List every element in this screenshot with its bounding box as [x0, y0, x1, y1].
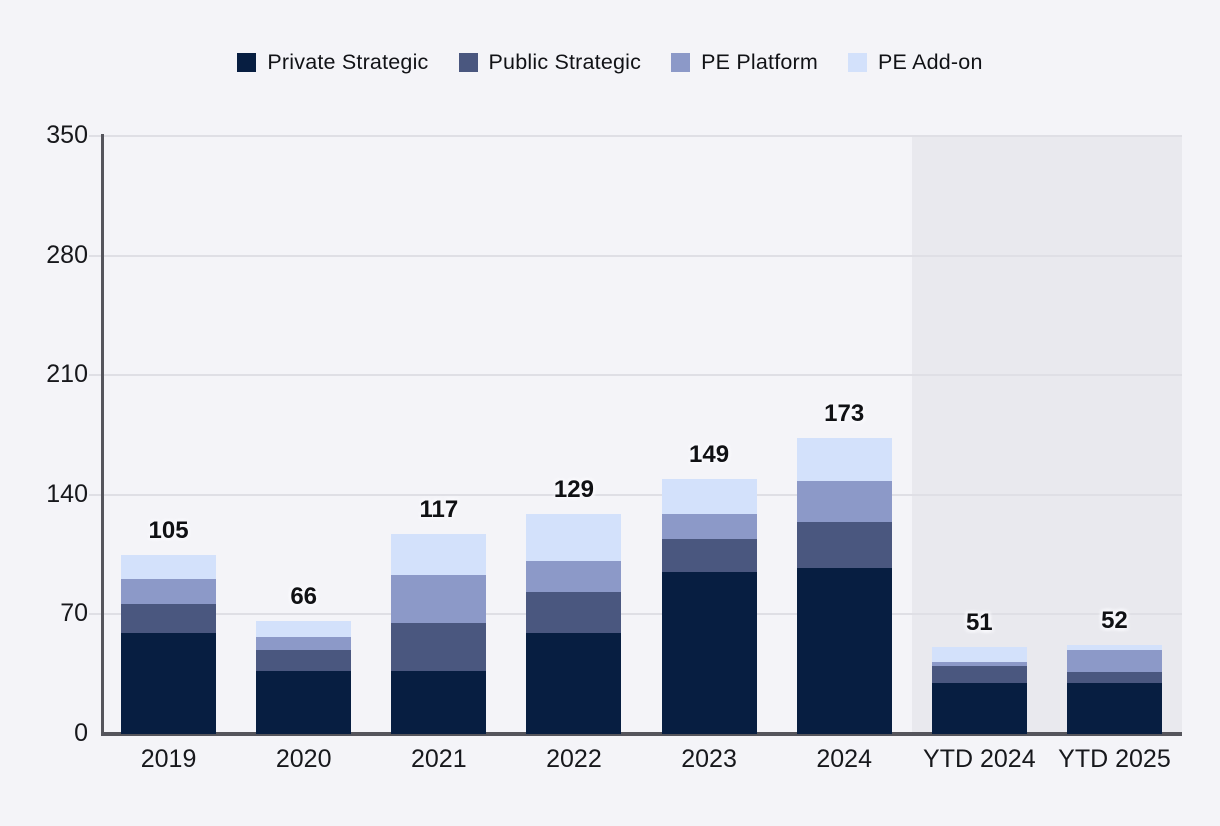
bar-segment-pe-platform-2024[interactable] — [796, 481, 892, 523]
y-axis-label: 0 — [74, 719, 88, 747]
gridline-140 — [89, 493, 1182, 496]
gridline-210 — [89, 374, 1182, 377]
bar-total-label-2022: 129 — [553, 475, 594, 503]
legend-item-pe-platform[interactable]: PE Platform — [671, 50, 818, 75]
bar-segment-public-strategic-2024[interactable] — [796, 522, 892, 569]
x-axis-label-ytd-2024: YTD 2024 — [923, 745, 1036, 773]
x-axis-label-2021: 2021 — [411, 745, 467, 773]
legend-label: PE Add-on — [878, 49, 983, 74]
gridline-70 — [89, 613, 1182, 616]
x-axis-label-2019: 2019 — [140, 745, 197, 773]
y-axis-label: 70 — [60, 599, 88, 628]
x-axis-line — [101, 732, 1182, 736]
bar-segment-public-strategic-2022[interactable] — [526, 592, 622, 634]
bar-total-label-2019: 105 — [148, 516, 189, 544]
bar-segment-private-strategic-2022[interactable] — [526, 633, 622, 734]
bar-segment-public-strategic-2021[interactable] — [391, 622, 487, 671]
legend-item-pe-add-on[interactable]: PE Add-on — [848, 50, 983, 75]
bar-segment-pe-platform-2022[interactable] — [526, 561, 622, 593]
y-axis-label: 350 — [46, 121, 88, 149]
legend-label: PE Platform — [701, 49, 818, 74]
y-axis-label: 280 — [46, 240, 88, 269]
bar-total-label-ytd-2024: 51 — [965, 608, 993, 636]
bar-segment-pe-add-on-2023[interactable] — [661, 479, 757, 514]
gridline-350 — [89, 135, 1182, 137]
bar-segment-public-strategic-2023[interactable] — [661, 539, 757, 572]
bar-segment-pe-add-on-2022[interactable] — [526, 513, 622, 562]
bar-segment-pe-platform-ytd-2024[interactable] — [931, 662, 1027, 666]
bar-segment-private-strategic-2020[interactable] — [256, 670, 352, 734]
bar-segment-pe-platform-ytd-2025[interactable] — [1066, 650, 1162, 673]
x-axis-label-2022: 2022 — [546, 745, 602, 773]
x-axis-label-ytd-2025: YTD 2025 — [1058, 745, 1171, 773]
legend-swatch-icon — [458, 52, 478, 72]
bar-segment-public-strategic-2020[interactable] — [256, 650, 352, 671]
bar-segment-pe-add-on-ytd-2025[interactable] — [1066, 645, 1162, 651]
legend-label: Private Strategic — [267, 49, 429, 74]
bar-segment-public-strategic-2019[interactable] — [121, 604, 217, 634]
bar-segment-private-strategic-ytd-2024[interactable] — [931, 682, 1027, 734]
bar-segment-private-strategic-2019[interactable] — [121, 633, 217, 734]
bar-segment-pe-add-on-2021[interactable] — [391, 534, 487, 576]
x-axis-label-2020: 2020 — [275, 745, 332, 773]
y-axis-line — [101, 134, 104, 736]
ytd-highlight-panel — [911, 136, 1182, 734]
bar-segment-pe-add-on-2020[interactable] — [256, 621, 352, 637]
bar-segment-pe-add-on-2019[interactable] — [121, 554, 217, 579]
y-axis-label: 140 — [46, 479, 88, 508]
bar-segment-private-strategic-ytd-2025[interactable] — [1066, 682, 1162, 734]
legend-swatch-icon — [848, 52, 867, 72]
legend-item-private-strategic[interactable]: Private Strategic — [237, 50, 428, 75]
bar-total-label-2021: 117 — [419, 496, 459, 524]
bar-segment-pe-platform-2020[interactable] — [256, 636, 352, 651]
bar-segment-private-strategic-2023[interactable] — [661, 571, 757, 734]
legend-swatch-icon — [671, 52, 691, 72]
legend-label: Public Strategic — [488, 49, 642, 74]
bar-segment-public-strategic-ytd-2025[interactable] — [1066, 672, 1162, 683]
bar-total-label-2020: 66 — [290, 583, 318, 611]
bar-total-label-2024: 173 — [824, 400, 865, 428]
chart-legend: Private Strategic Public Strategic PE Plat… — [0, 46, 1220, 78]
bar-segment-private-strategic-2024[interactable] — [796, 568, 892, 734]
bar-segment-public-strategic-ytd-2024[interactable] — [931, 665, 1027, 683]
bar-total-label-2023: 149 — [689, 441, 730, 469]
bar-segment-private-strategic-2021[interactable] — [391, 670, 487, 734]
bar-segment-pe-add-on-2024[interactable] — [796, 438, 892, 482]
bar-total-label-ytd-2025: 52 — [1101, 607, 1128, 635]
y-axis-label: 210 — [46, 360, 88, 389]
bar-segment-pe-platform-2021[interactable] — [391, 575, 487, 623]
bar-segment-pe-platform-2019[interactable] — [121, 578, 217, 605]
x-axis-label-2023: 2023 — [681, 745, 737, 773]
legend-item-public-strategic[interactable]: Public Strategic — [458, 49, 642, 75]
legend-swatch-icon — [237, 52, 257, 72]
bar-segment-pe-add-on-ytd-2024[interactable] — [931, 646, 1027, 663]
bar-segment-pe-platform-2023[interactable] — [661, 513, 757, 540]
gridline-280 — [89, 254, 1182, 257]
x-axis-label-2024: 2024 — [816, 745, 872, 773]
